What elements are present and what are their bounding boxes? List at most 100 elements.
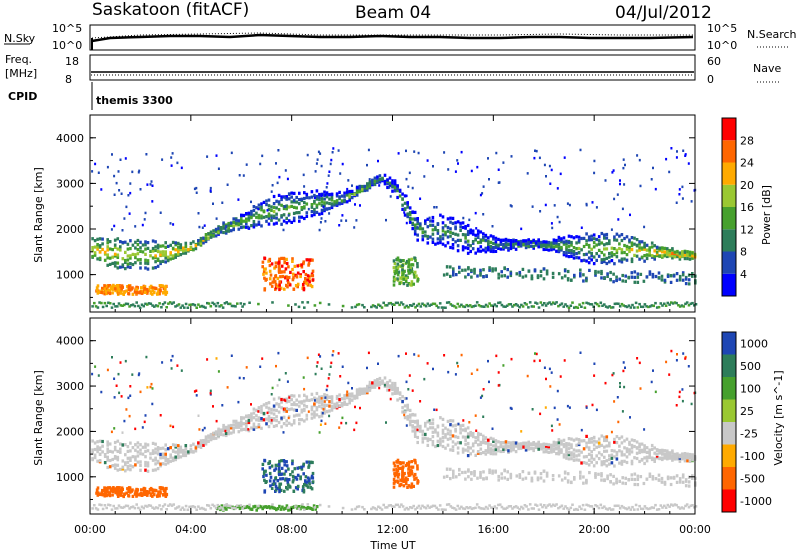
power-cell (234, 305, 237, 308)
power-cell (568, 203, 571, 207)
power-cell (323, 190, 326, 194)
velocity-cell (547, 450, 551, 454)
power-cell (511, 305, 514, 308)
velocity-cell (661, 506, 664, 509)
velocity-cell (693, 506, 696, 509)
velocity-cell (144, 445, 147, 449)
power-cell (426, 225, 430, 229)
velocity-cell (294, 486, 298, 490)
power-cell (383, 181, 386, 184)
velocity-cell (484, 452, 488, 456)
power-cell (116, 261, 120, 265)
velocity-cell (193, 505, 197, 509)
power-cell (512, 245, 515, 249)
velocity-cell (550, 450, 553, 454)
power-cell (445, 272, 449, 276)
power-cell (545, 175, 547, 178)
velocity-cell (303, 508, 306, 511)
velocity-cell (118, 391, 121, 395)
power-cell (305, 214, 309, 218)
velocity-cell (594, 475, 597, 479)
velocity-cell (666, 503, 670, 507)
velocity-cell (255, 425, 258, 429)
velocity-cell (103, 504, 107, 507)
power-cell (396, 258, 399, 262)
power-cell (643, 241, 646, 245)
velocity-cell (184, 453, 188, 458)
velocity-cell (476, 435, 480, 439)
velocity-cell (407, 467, 410, 471)
velocity-cell (678, 507, 682, 510)
velocity-cell (524, 476, 528, 480)
velocity-cell (454, 435, 457, 439)
power-cell (459, 238, 462, 242)
power-cell (286, 279, 290, 283)
velocity-cell (182, 448, 185, 453)
velocity-cell (327, 505, 331, 508)
velocity-cell (560, 504, 564, 507)
velocity-cell (451, 440, 455, 444)
power-cell (630, 257, 634, 261)
power-cell (113, 254, 117, 258)
power-cell (267, 216, 271, 220)
velocity-cell (315, 408, 319, 412)
x-tick-label: 00:00 (74, 523, 106, 536)
power-cell (579, 268, 582, 272)
power-cell (603, 243, 606, 247)
velocity-cell (270, 407, 273, 412)
velocity-cell (113, 445, 117, 449)
velocity-cell (315, 391, 319, 396)
power-cell (484, 233, 488, 237)
velocity-cell (490, 506, 493, 509)
velocity-colorbar-swatch (722, 377, 736, 400)
power-cell (278, 280, 281, 284)
velocity-cell (164, 452, 167, 456)
power-cell (474, 233, 477, 237)
power-cell (575, 241, 578, 245)
velocity-cell (109, 487, 113, 491)
power-cell (179, 306, 183, 309)
velocity-cell (587, 440, 591, 444)
power-cell (675, 301, 678, 305)
power-cell (661, 254, 664, 258)
velocity-cell (250, 507, 254, 511)
velocity-cell (137, 373, 140, 377)
velocity-cell (199, 441, 203, 445)
power-cell (555, 238, 558, 243)
velocity-cell (135, 503, 138, 506)
velocity-cell (580, 439, 583, 443)
power-cell (411, 227, 414, 231)
power-cell (296, 285, 299, 289)
velocity-cell (168, 503, 172, 506)
velocity-cell (106, 455, 109, 459)
velocity-cell (156, 467, 160, 471)
velocity-cell (91, 457, 94, 461)
velocity-cell (650, 456, 654, 460)
power-cell (111, 255, 114, 259)
velocity-cell (292, 414, 296, 418)
power-cell (411, 221, 414, 225)
power-cell (552, 238, 556, 242)
velocity-cell (663, 504, 666, 508)
power-cell (559, 172, 562, 176)
velocity-cell (323, 410, 326, 414)
power-cell (391, 181, 394, 185)
power-cell (310, 214, 314, 218)
power-cell (270, 284, 274, 288)
power-cell (285, 276, 289, 280)
power-cell (592, 241, 596, 245)
power-cell (270, 218, 273, 222)
velocity-cell (121, 431, 124, 434)
velocity-cell (275, 415, 278, 419)
power-cell (396, 266, 400, 270)
velocity-cell (419, 424, 422, 428)
power-cell (431, 240, 435, 244)
velocity-cell (548, 367, 551, 371)
power-cell (512, 239, 515, 243)
velocity-cell (163, 503, 167, 506)
power-cell (355, 190, 359, 194)
velocity-cell (309, 460, 313, 464)
velocity-cell (280, 425, 283, 429)
velocity-cell (530, 476, 534, 480)
velocity-cell (575, 454, 578, 458)
